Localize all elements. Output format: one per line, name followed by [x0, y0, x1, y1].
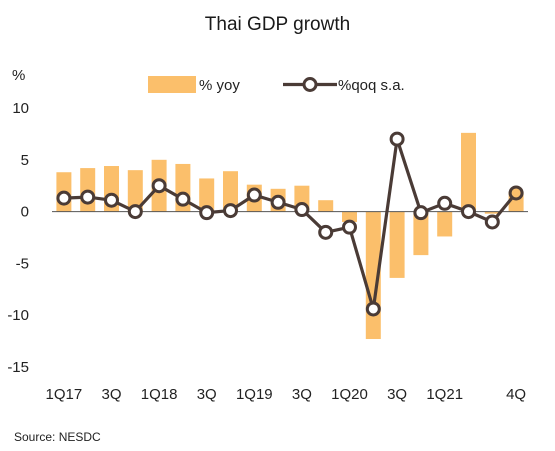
qoq-point: [508, 185, 524, 201]
legend-yoy-swatch: [148, 76, 196, 93]
qoq-point: [56, 190, 72, 206]
qoq-point: [342, 219, 357, 235]
qoq-point: [294, 202, 310, 218]
yoy-bar: [484, 211, 500, 214]
qoq-point: [365, 301, 381, 317]
legend: % yoy %qoq s.a.: [148, 76, 405, 94]
legend-qoq-label: %qoq s.a.: [338, 77, 405, 94]
yoy-bar: [127, 170, 143, 212]
y-tick-label: 0: [21, 204, 29, 221]
x-tick-label: 3Q: [292, 386, 312, 403]
legend-qoq-marker: [302, 77, 318, 92]
y-tick-label: -15: [7, 359, 29, 376]
legend-yoy-label: % yoy: [199, 77, 240, 94]
qoq-point: [270, 194, 286, 210]
qoq-point: [104, 192, 119, 208]
qoq-point: [151, 178, 167, 194]
qoq-point: [413, 205, 429, 221]
yoy-bar: [437, 211, 453, 237]
qoq-point: [484, 214, 500, 230]
yoy-bar: [461, 132, 476, 212]
y-tick-label: -10: [7, 307, 29, 324]
y-tick-label: 5: [21, 152, 29, 169]
x-tick-label: 4Q: [506, 386, 526, 403]
qoq-point: [127, 204, 143, 220]
yoy-bar: [342, 211, 357, 222]
qoq-point: [389, 131, 405, 147]
yoy-bar: [199, 178, 215, 212]
yoy-bar: [318, 200, 334, 212]
qoq-point: [175, 191, 191, 207]
qoq-point: [199, 205, 215, 221]
x-tick-label: 1Q17: [46, 386, 83, 403]
y-tick-label: -5: [16, 255, 29, 272]
x-tick-label: 1Q18: [141, 386, 178, 403]
qoq-point: [223, 203, 238, 219]
y-axis: % 10 5 0 -5 -10 -15: [7, 67, 29, 376]
x-tick-label: 1Q21: [426, 386, 463, 403]
yoy-bar: [413, 211, 429, 256]
source-note: Source: NESDC: [14, 430, 101, 444]
qoq-point: [80, 189, 96, 205]
yoy-bar: [223, 171, 238, 212]
qoq-point: [246, 187, 262, 203]
yoy-bars: [56, 132, 524, 340]
x-tick-label: 1Q20: [331, 386, 368, 403]
yoy-bar: [389, 211, 405, 278]
y-tick-label: 10: [12, 100, 29, 117]
qoq-point: [461, 204, 476, 220]
x-tick-label: 3Q: [101, 386, 121, 403]
x-tick-label: 1Q19: [236, 386, 273, 403]
x-tick-label: 3Q: [197, 386, 217, 403]
chart-title: Thai GDP growth: [204, 14, 351, 35]
x-axis: 1Q17 3Q 1Q18 3Q 1Q19 3Q 1Q20 3Q 1Q21 4Q: [46, 386, 527, 403]
qoq-point: [318, 224, 334, 240]
qoq-line: [56, 131, 524, 317]
x-tick-label: 3Q: [387, 386, 407, 403]
y-unit-label: %: [12, 67, 25, 84]
qoq-point: [437, 195, 453, 211]
